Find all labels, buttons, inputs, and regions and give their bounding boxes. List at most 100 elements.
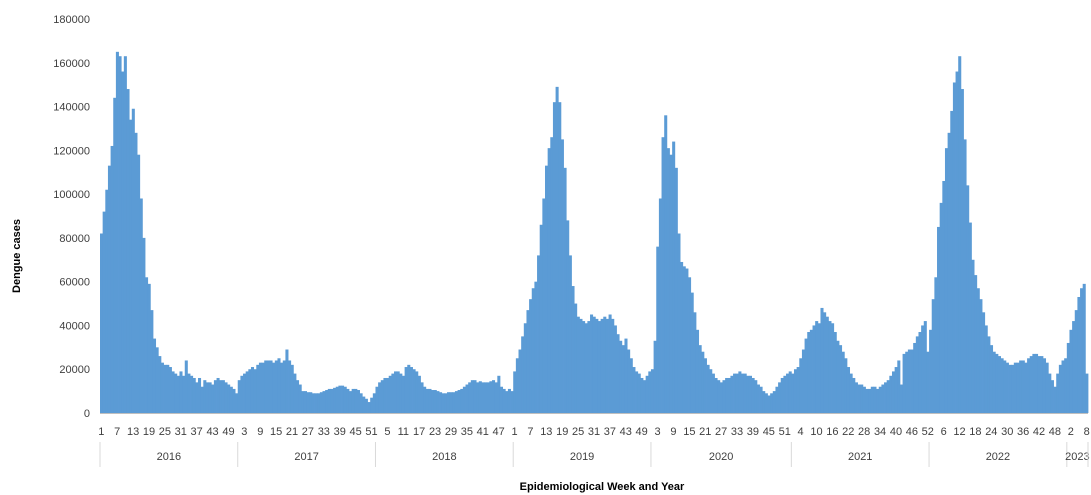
bar: [653, 340, 657, 413]
bar: [298, 384, 302, 413]
bar: [616, 334, 620, 413]
bar: [841, 351, 845, 413]
bar: [968, 222, 972, 413]
x-week-label: 29: [445, 426, 457, 438]
bar: [915, 336, 919, 413]
x-week-label: 9: [257, 426, 263, 438]
bar: [611, 318, 615, 413]
bar: [367, 402, 371, 413]
bar: [709, 369, 713, 413]
bar: [182, 375, 186, 413]
bar: [995, 353, 999, 413]
bar: [359, 393, 363, 413]
bar: [311, 393, 315, 413]
bar: [809, 329, 813, 413]
bar: [982, 312, 986, 413]
bar: [420, 382, 424, 413]
x-year-label: 2019: [570, 451, 594, 463]
bar: [123, 56, 127, 414]
bar: [296, 380, 300, 413]
bar: [960, 89, 964, 413]
bar: [989, 345, 994, 413]
bar: [356, 390, 360, 413]
y-tick-label: 180000: [53, 14, 90, 26]
bar: [391, 373, 395, 413]
bar: [778, 382, 782, 413]
bar: [115, 51, 119, 413]
x-week-label: 24: [985, 426, 997, 438]
bar: [481, 382, 485, 413]
bar: [574, 303, 578, 413]
bar: [613, 325, 617, 413]
bar: [129, 119, 133, 413]
bar: [423, 386, 427, 413]
bar: [1050, 380, 1054, 413]
bar: [396, 371, 400, 413]
bar: [815, 321, 819, 413]
bar: [682, 266, 686, 413]
bar: [844, 358, 848, 413]
bar: [666, 148, 670, 413]
bar: [301, 391, 305, 413]
bar: [608, 314, 612, 413]
bar: [1005, 362, 1009, 413]
bar: [759, 386, 763, 413]
bar: [341, 385, 345, 413]
bar: [243, 373, 247, 413]
bar: [147, 283, 151, 413]
bar: [121, 71, 125, 413]
bar: [648, 371, 652, 413]
bar: [637, 373, 641, 413]
x-week-label: 36: [1017, 426, 1029, 438]
bar: [174, 373, 178, 413]
bar: [706, 364, 710, 413]
bar: [176, 375, 180, 413]
bar: [955, 71, 959, 413]
bar: [364, 398, 368, 413]
bar: [987, 336, 991, 413]
bar: [166, 364, 170, 413]
bar: [640, 377, 644, 413]
x-week-label: 25: [159, 426, 171, 438]
bars-group: [100, 51, 1089, 414]
bar: [362, 396, 366, 413]
bar: [330, 388, 334, 413]
bar: [237, 380, 241, 413]
bar: [825, 316, 829, 413]
bar: [619, 340, 623, 413]
bar: [457, 390, 461, 413]
bar: [388, 375, 392, 413]
bar: [462, 386, 466, 413]
bar: [632, 367, 636, 413]
bar: [184, 360, 188, 413]
bar: [515, 358, 519, 413]
bar: [658, 198, 662, 413]
bar: [719, 382, 723, 413]
x-week-label: 3: [241, 426, 247, 438]
bar: [891, 371, 896, 413]
bar: [828, 321, 832, 413]
bar: [492, 380, 496, 413]
x-week-label: 25: [572, 426, 584, 438]
x-week-label: 31: [588, 426, 600, 438]
bar: [372, 393, 376, 413]
bar: [656, 246, 660, 413]
bar: [198, 377, 202, 413]
x-year-label: 2021: [848, 451, 872, 463]
x-week-label: 16: [826, 426, 838, 438]
bar: [203, 380, 207, 413]
bar: [460, 388, 464, 413]
x-year-label: 2022: [986, 451, 1010, 463]
x-week-label: 8: [1084, 426, 1090, 438]
x-week-label: 45: [763, 426, 775, 438]
bar: [425, 388, 429, 413]
x-week-label: 15: [270, 426, 282, 438]
bar: [282, 360, 286, 413]
bar: [152, 338, 157, 413]
bar: [486, 382, 490, 413]
bar: [277, 358, 281, 413]
bar: [942, 180, 946, 413]
bar: [669, 154, 673, 413]
bar: [221, 380, 225, 413]
